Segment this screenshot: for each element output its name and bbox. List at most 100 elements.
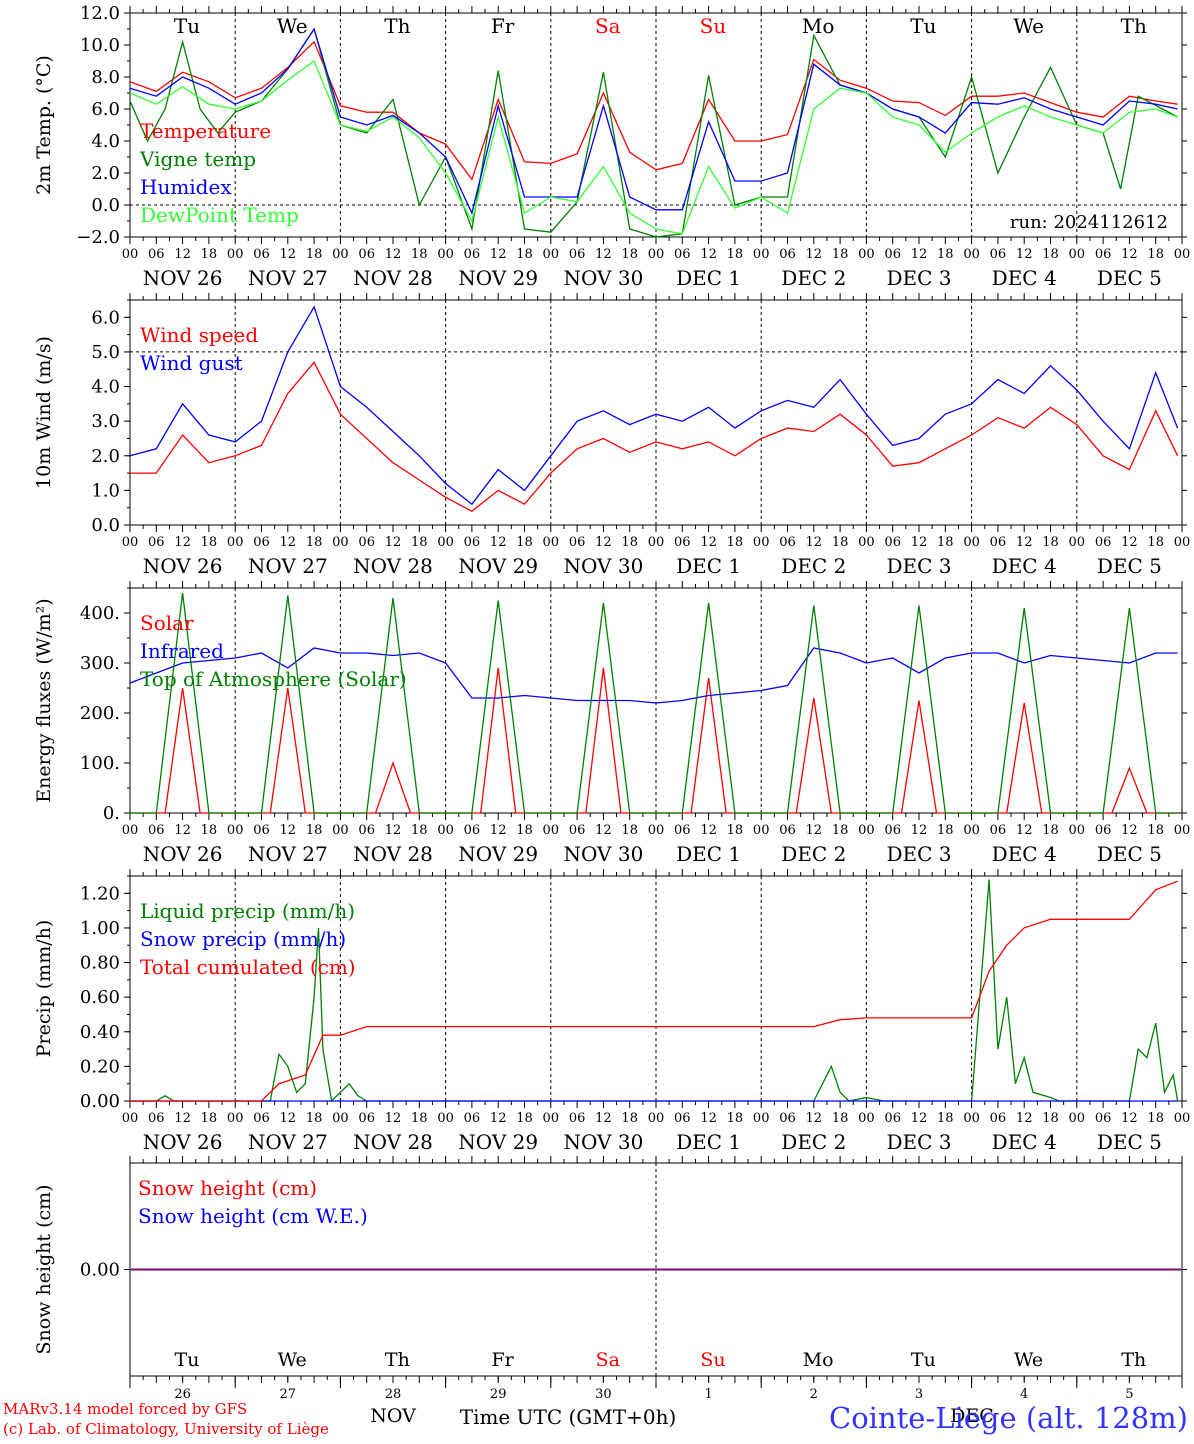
hour-tick-label: 18 <box>1147 1111 1164 1126</box>
hour-tick-label: 00 <box>1069 535 1086 550</box>
hour-tick-label: 00 <box>753 1111 770 1126</box>
hour-tick-label: 06 <box>990 247 1007 262</box>
day-of-week-label: Th <box>385 1349 410 1371</box>
bottom-day-number: 5 <box>1125 1387 1133 1402</box>
hour-tick-label: 18 <box>201 823 218 838</box>
hour-tick-label: 06 <box>569 823 586 838</box>
day-of-week-label: Sa <box>595 14 621 38</box>
hour-tick-label: 18 <box>306 1111 323 1126</box>
legend-entry: Snow precip (mm/h) <box>140 927 346 951</box>
y-tick-label: 0.20 <box>80 1056 120 1077</box>
hour-tick-label: 12 <box>490 535 507 550</box>
legend-entry: DewPoint Temp <box>140 203 299 227</box>
hour-tick-label: 06 <box>779 1111 796 1126</box>
date-label: DEC 5 <box>1097 554 1162 578</box>
legend-entry: Liquid precip (mm/h) <box>140 899 355 923</box>
hour-tick-label: 12 <box>595 535 612 550</box>
hour-tick-label: 00 <box>543 1111 560 1126</box>
date-label: DEC 1 <box>676 842 741 866</box>
hour-tick-label: 06 <box>990 823 1007 838</box>
legend-entry: Wind gust <box>140 351 243 375</box>
hour-tick-label: 12 <box>490 1111 507 1126</box>
y-tick-label: −2.0 <box>76 227 120 248</box>
day-of-week-label: Mo <box>802 14 835 38</box>
bottom-day-number: 27 <box>280 1387 297 1402</box>
day-of-week-label: Sa <box>596 1349 620 1371</box>
day-of-week-label: We <box>1014 1349 1043 1371</box>
bottom-month-label: DEC <box>950 1405 994 1427</box>
panel-5 <box>124 1156 1187 1383</box>
hour-tick-label: 18 <box>937 535 954 550</box>
series-line-infrared <box>129 647 1178 704</box>
date-label: NOV 30 <box>564 842 644 866</box>
hour-tick-label: 06 <box>464 823 481 838</box>
y-tick-label: 0. <box>103 803 120 824</box>
hour-tick-label: 00 <box>1174 823 1191 838</box>
hour-tick-label: 06 <box>253 1111 270 1126</box>
series-line-top-of-atmosphere-solar- <box>130 592 1178 814</box>
date-label: DEC 5 <box>1097 1130 1162 1154</box>
hour-tick-label: 18 <box>306 535 323 550</box>
series-line-wind-gust <box>129 305 1179 506</box>
hour-tick-label: 12 <box>1016 1111 1033 1126</box>
hour-tick-label: 18 <box>1147 247 1164 262</box>
hour-tick-label: 18 <box>832 535 849 550</box>
hour-tick-label: 12 <box>490 823 507 838</box>
hour-tick-label: 18 <box>201 535 218 550</box>
bottom-day-number: 3 <box>915 1387 923 1402</box>
date-label: DEC 3 <box>886 554 951 578</box>
date-label: DEC 4 <box>992 1130 1057 1154</box>
hour-tick-label: 18 <box>832 823 849 838</box>
hour-tick-label: 06 <box>779 535 796 550</box>
hour-tick-label: 18 <box>937 823 954 838</box>
hour-tick-label: 12 <box>595 247 612 262</box>
x-axis-title: Time UTC (GMT+0h) <box>460 1405 677 1429</box>
legend-entry: Wind speed <box>140 323 258 347</box>
y-tick-label: 0.0 <box>91 195 120 216</box>
legend-entry: Snow height (cm W.E.) <box>138 1204 368 1228</box>
panel-2 <box>124 293 1187 532</box>
date-label: DEC 2 <box>781 554 846 578</box>
hour-tick-label: 18 <box>516 535 533 550</box>
date-label: NOV 28 <box>353 266 433 290</box>
date-label: DEC 4 <box>992 554 1057 578</box>
hour-tick-label: 00 <box>543 823 560 838</box>
date-label: DEC 4 <box>992 266 1057 290</box>
hour-tick-label: 06 <box>464 1111 481 1126</box>
hour-tick-label: 00 <box>858 823 875 838</box>
hour-tick-label: 06 <box>884 247 901 262</box>
legend-entry: Infrared <box>140 639 224 663</box>
hour-tick-label: 00 <box>543 247 560 262</box>
date-label: DEC 3 <box>886 266 951 290</box>
hour-tick-label: 00 <box>437 247 454 262</box>
y-tick-label: 0.00 <box>80 1091 120 1112</box>
hour-tick-label: 06 <box>1095 535 1112 550</box>
hour-tick-label: 06 <box>1095 823 1112 838</box>
hour-tick-label: 00 <box>437 823 454 838</box>
date-label: NOV 26 <box>143 842 223 866</box>
date-label: NOV 29 <box>458 1130 538 1154</box>
hour-tick-label: 06 <box>884 823 901 838</box>
hour-tick-label: 18 <box>411 535 428 550</box>
date-label: DEC 2 <box>781 1130 846 1154</box>
hour-tick-label: 06 <box>884 1111 901 1126</box>
date-label: DEC 1 <box>676 1130 741 1154</box>
y-tick-label: 10.0 <box>80 35 120 56</box>
hour-tick-label: 12 <box>911 823 928 838</box>
hour-tick-label: 06 <box>884 535 901 550</box>
series-line-total-cumulated-cm- <box>130 880 1178 1102</box>
hour-tick-label: 18 <box>727 823 744 838</box>
hour-tick-label: 06 <box>148 823 165 838</box>
hour-tick-label: 00 <box>332 247 349 262</box>
hour-tick-label: 12 <box>911 247 928 262</box>
hour-tick-label: 06 <box>569 535 586 550</box>
hour-tick-label: 18 <box>1042 823 1059 838</box>
hour-tick-label: 00 <box>1174 1111 1191 1126</box>
hour-tick-label: 12 <box>490 247 507 262</box>
hour-tick-label: 00 <box>227 823 244 838</box>
hour-tick-label: 12 <box>1121 823 1138 838</box>
series-line-wind-speed <box>130 361 1179 512</box>
date-label: NOV 29 <box>458 266 538 290</box>
hour-tick-label: 00 <box>1069 823 1086 838</box>
